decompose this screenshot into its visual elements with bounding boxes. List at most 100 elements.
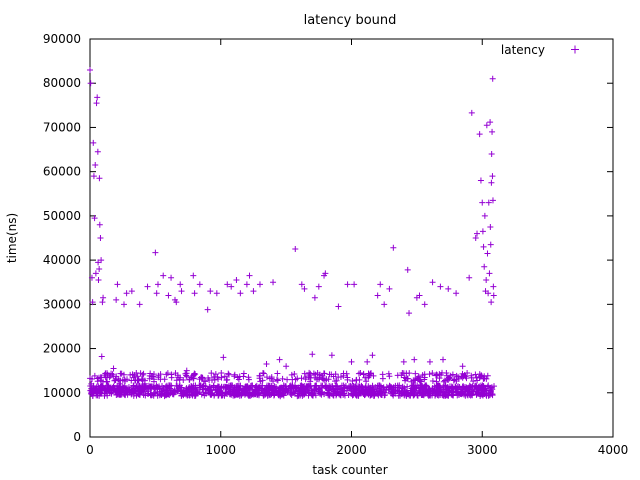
- data-point: [302, 376, 309, 383]
- data-point: [295, 392, 302, 399]
- data-point: [174, 388, 181, 395]
- data-point: [380, 385, 387, 392]
- data-point: [209, 377, 216, 384]
- data-point: [225, 389, 232, 396]
- data-point: [314, 370, 321, 377]
- data-point: [487, 119, 494, 126]
- data-point: [120, 301, 127, 308]
- data-point: [89, 299, 96, 306]
- data-point: [398, 389, 405, 396]
- data-point: [374, 292, 381, 299]
- data-point: [429, 386, 436, 393]
- data-point: [427, 392, 434, 399]
- data-point: [231, 390, 238, 397]
- data-point: [340, 387, 347, 394]
- data-point: [301, 285, 308, 292]
- data-point: [441, 377, 448, 384]
- data-point: [87, 375, 94, 382]
- data-point: [490, 283, 497, 290]
- data-point: [429, 378, 436, 385]
- data-point: [256, 372, 263, 379]
- data-point: [213, 290, 220, 297]
- data-point: [89, 388, 96, 395]
- data-point: [139, 377, 146, 384]
- data-point: [435, 388, 442, 395]
- y-tick-label: 20000: [43, 342, 81, 356]
- data-point: [406, 310, 413, 317]
- data-point: [228, 391, 235, 398]
- data-point: [231, 371, 238, 378]
- data-point: [485, 199, 492, 206]
- y-tick-label: 60000: [43, 165, 81, 179]
- data-point: [190, 272, 197, 279]
- data-point: [487, 391, 494, 398]
- data-point: [218, 374, 225, 381]
- data-point: [330, 392, 337, 399]
- data-point: [228, 283, 235, 290]
- data-point: [243, 281, 250, 288]
- data-point: [288, 383, 295, 390]
- data-point: [470, 388, 477, 395]
- data-point: [334, 389, 341, 396]
- data-point: [483, 277, 490, 284]
- data-point: [197, 382, 204, 389]
- data-point: [344, 385, 351, 392]
- data-point: [278, 385, 285, 392]
- data-point: [87, 80, 94, 87]
- data-point: [322, 270, 329, 277]
- data-point: [228, 382, 235, 389]
- data-point: [260, 389, 267, 396]
- data-point: [311, 294, 318, 301]
- data-point: [476, 371, 483, 378]
- data-point: [445, 285, 452, 292]
- data-point: [308, 387, 315, 394]
- data-point: [173, 299, 180, 306]
- data-point: [154, 281, 161, 288]
- data-point: [160, 272, 167, 279]
- data-point: [330, 392, 337, 399]
- data-point: [345, 392, 352, 399]
- y-tick-label: 70000: [43, 120, 81, 134]
- data-point: [270, 378, 277, 385]
- data-point: [238, 391, 245, 398]
- data-point: [246, 272, 253, 279]
- data-point: [360, 371, 367, 378]
- data-point: [255, 384, 262, 391]
- data-point: [183, 367, 190, 374]
- data-point: [186, 376, 193, 383]
- data-point: [196, 281, 203, 288]
- data-point: [171, 389, 178, 396]
- data-point: [236, 386, 243, 393]
- data-point: [307, 382, 314, 389]
- data-point: [433, 372, 440, 379]
- data-point: [326, 382, 333, 389]
- data-point: [161, 387, 168, 394]
- data-point: [161, 393, 168, 400]
- data-point: [263, 374, 270, 381]
- data-point: [422, 388, 429, 395]
- data-point: [479, 199, 486, 206]
- data-point: [362, 384, 369, 391]
- data-point: [408, 378, 415, 385]
- data-point: [118, 391, 125, 398]
- data-point: [324, 389, 331, 396]
- data-point: [218, 385, 225, 392]
- data-point: [437, 372, 444, 379]
- x-tick-label: 2000: [336, 443, 367, 457]
- data-point: [192, 391, 199, 398]
- data-point: [199, 374, 206, 381]
- data-point: [134, 383, 141, 390]
- data-point: [205, 375, 212, 382]
- data-point: [353, 376, 360, 383]
- data-point: [479, 382, 486, 389]
- data-point: [301, 389, 308, 396]
- data-point: [165, 292, 172, 299]
- data-point: [245, 392, 252, 399]
- data-point: [313, 385, 320, 392]
- data-point: [137, 390, 144, 397]
- data-point: [117, 380, 124, 387]
- data-point: [207, 288, 214, 295]
- data-point: [98, 387, 105, 394]
- data-point: [479, 228, 486, 235]
